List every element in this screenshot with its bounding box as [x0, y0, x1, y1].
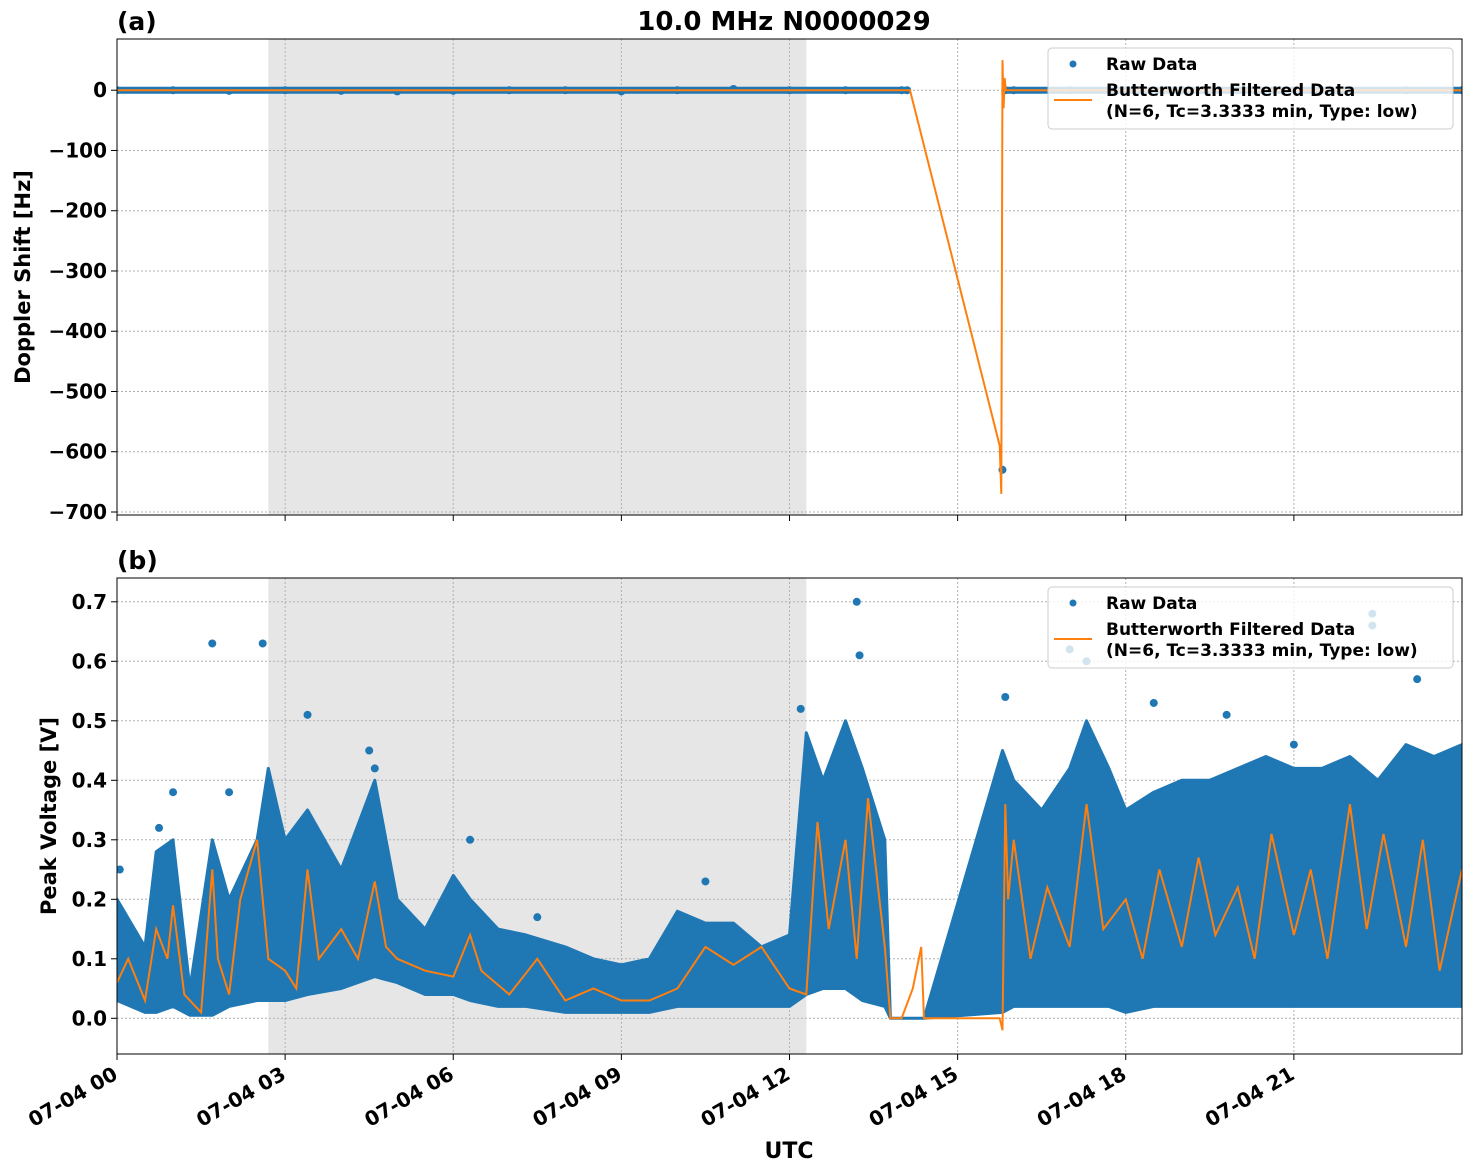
raw-data-point [155, 823, 164, 832]
legend: Raw Data Butterworth Filtered Data(N=6, T… [1047, 47, 1454, 130]
shaded-region [268, 39, 807, 515]
filtered-data-line [117, 797, 1462, 1031]
panel-label: (a) [117, 7, 157, 36]
raw-data-point [1149, 698, 1158, 707]
y-tick-label: −700 [48, 500, 107, 524]
raw-data-point [1222, 710, 1231, 719]
legend-marker-raw [1069, 60, 1077, 68]
raw-data-point [303, 710, 312, 719]
raw-data-point [1413, 675, 1422, 684]
y-tick-label: −300 [48, 259, 107, 283]
y-tick-label: 0.0 [72, 1006, 107, 1030]
raw-data-point [370, 764, 379, 773]
legend-marker-raw [1069, 599, 1077, 607]
legend: Raw Data Butterworth Filtered Data(N=6, T… [1047, 586, 1454, 669]
figure-title: 10.0 MHz N0000029 [637, 7, 930, 37]
panel-b: 0.0 0.1 0.2 0.3 0.4 0.5 0.6 0.7 07-04 00 07-04 03… [24, 546, 1463, 1132]
legend-label-raw: Raw Data [1106, 594, 1197, 614]
raw-data-band [117, 719, 1462, 1020]
y-tick-label: 0.4 [72, 768, 107, 792]
x-tick-label: 07-04 12 [696, 1062, 794, 1132]
x-tick-label: 07-04 18 [1033, 1062, 1131, 1132]
legend-label-filter-params: (N=6, Tc=3.3333 min, Type: low) [1106, 102, 1418, 122]
x-axis-label: UTC [764, 1139, 813, 1164]
raw-data-point [117, 865, 124, 874]
raw-data-point [258, 639, 267, 648]
x-tick-label: 07-04 09 [528, 1062, 626, 1132]
y-tick-label: 0.7 [72, 590, 107, 614]
raw-data-point [169, 788, 178, 797]
raw-data-point [852, 597, 861, 606]
y-tick-label: −100 [48, 138, 107, 162]
raw-data-point [1001, 693, 1010, 701]
y-axis-label: Doppler Shift [Hz] [11, 170, 35, 384]
y-axis-label: Peak Voltage [V] [37, 717, 61, 915]
raw-data-point [533, 913, 542, 922]
legend-label-filtered: Butterworth Filtered Data [1106, 620, 1355, 640]
raw-data-point [701, 877, 710, 886]
raw-data-point [1289, 740, 1298, 749]
y-tick-label: −500 [48, 379, 107, 403]
y-tick-label: −600 [48, 440, 107, 464]
y-tick-label: 0.1 [72, 947, 107, 971]
x-tick-label: 07-04 15 [865, 1062, 963, 1132]
y-tick-label: 0.5 [72, 709, 107, 733]
plot-marks [117, 597, 1462, 1031]
x-tick-label: 07-04 21 [1201, 1062, 1299, 1132]
y-tick-label: 0.3 [72, 828, 107, 852]
raw-data-point [855, 651, 864, 660]
legend-box [1047, 586, 1454, 669]
raw-data-point [466, 835, 475, 844]
x-tick-label: 07-04 06 [360, 1062, 458, 1132]
raw-data-point [796, 704, 805, 713]
raw-data-point [208, 639, 217, 648]
y-tick-label: −400 [48, 319, 107, 343]
legend-label-filter-params: (N=6, Tc=3.3333 min, Type: low) [1106, 641, 1418, 661]
legend-label-raw: Raw Data [1106, 55, 1197, 75]
y-tick-label: 0.2 [72, 887, 107, 911]
x-tick-label: 07-04 03 [192, 1062, 290, 1132]
panel-label: (b) [117, 546, 158, 575]
x-tick-label: 07-04 00 [24, 1062, 122, 1132]
legend-box [1047, 47, 1454, 130]
y-tick-label: −200 [48, 199, 107, 223]
y-tick-label: 0 [93, 78, 107, 102]
y-tick-label: 0.6 [72, 649, 107, 673]
raw-data-point [365, 746, 374, 755]
panel-a: 0 −100 −200 −300 −400 −500 −600 −700 Doppler Shi… [11, 7, 1463, 524]
raw-data-point [225, 788, 234, 797]
legend-label-filtered: Butterworth Filtered Data [1106, 81, 1355, 101]
